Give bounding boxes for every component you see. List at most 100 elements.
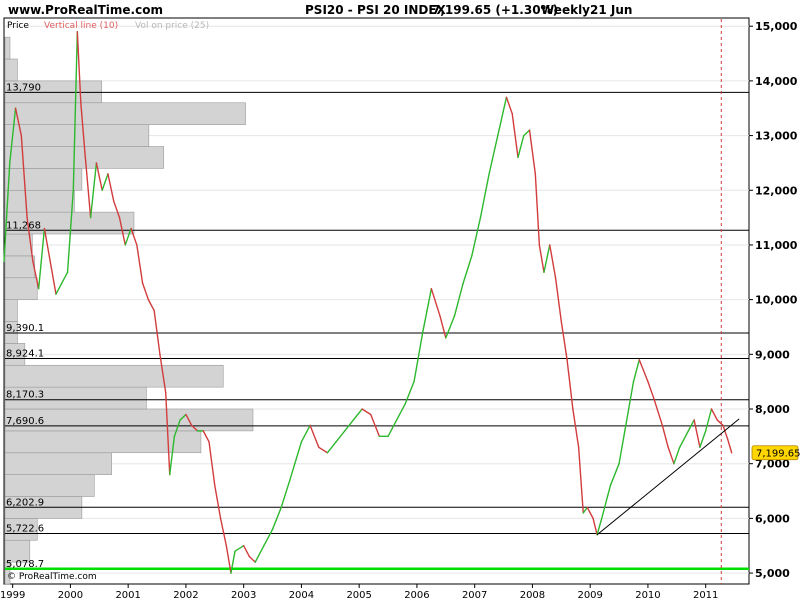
price-segment <box>225 545 232 574</box>
site-name[interactable]: www.ProRealTime.com <box>8 3 163 17</box>
volume-profile-bar <box>4 189 75 213</box>
horizontal-level-label: 13,790 <box>6 82 41 93</box>
x-axis-tick-label: 2007 <box>462 590 487 600</box>
y-axis-tick-label: 5,000 <box>755 567 790 580</box>
price-segment <box>638 359 649 383</box>
y-axis-tick-label: 9,000 <box>755 348 790 361</box>
price-segment <box>352 408 363 421</box>
volume-profile-bar <box>4 58 18 82</box>
volume-profile <box>4 36 254 585</box>
price-segment <box>396 402 407 421</box>
copyright-label: © ProRealTime.com <box>7 572 97 582</box>
last-price-label: 7,199.65 <box>756 448 800 459</box>
y-axis-tick-label: 7,000 <box>755 458 790 471</box>
price-segment <box>300 424 311 443</box>
price-segment <box>462 255 473 284</box>
price-segment <box>471 216 482 257</box>
last-quote: 7,199.65 (+1.30%) <box>432 3 558 17</box>
price-segment <box>609 462 620 487</box>
price-segment <box>101 173 109 191</box>
price-segment <box>673 446 681 465</box>
price-segment <box>534 173 541 246</box>
price-segment <box>169 435 176 476</box>
price-series <box>3 30 733 574</box>
price-segment <box>618 430 626 465</box>
volume-profile-bar <box>4 102 246 125</box>
price-segment <box>263 528 274 547</box>
period-label: Weekly <box>541 3 590 17</box>
x-axis-tick-label: 2011 <box>693 590 718 600</box>
price-segment <box>66 189 75 273</box>
price-segment <box>422 287 433 334</box>
x-axis-tick-label: 2006 <box>404 590 429 600</box>
price-segment <box>185 413 193 427</box>
price-segment <box>26 216 34 263</box>
price-segment <box>370 413 381 438</box>
x-axis-tick-label: 2009 <box>577 590 602 600</box>
x-axis-tick-label: 2004 <box>289 590 314 600</box>
price-segment <box>601 484 612 520</box>
x-axis-tick-label: 2002 <box>173 590 198 600</box>
price-segment <box>289 441 303 481</box>
instrument-title: PSI20 - PSI 20 INDEX <box>305 3 447 17</box>
price-segment <box>439 315 447 339</box>
price-segment <box>95 162 103 191</box>
price-segment <box>179 413 187 421</box>
price-segment <box>505 96 513 115</box>
price-segment <box>687 419 695 432</box>
horizontal-level-label: 7,690.6 <box>6 416 44 427</box>
price-segment <box>254 545 265 563</box>
price-segment <box>3 162 11 263</box>
price-segment <box>667 446 675 465</box>
horizontal-level-label: 9,390.1 <box>6 323 44 334</box>
legend-vertical-line[interactable]: Vertical line (10) <box>44 21 118 31</box>
price-segment <box>76 30 82 104</box>
price-segment <box>14 107 23 137</box>
price-segment <box>344 419 355 432</box>
axes[interactable]: 5,000 6,000 7,000 8,000 9,000 10,000 11,000 12,… <box>0 20 798 600</box>
price-segment <box>624 380 635 432</box>
volume-profile-bar <box>4 299 18 322</box>
price-segment <box>113 200 121 219</box>
price-segment <box>230 550 236 574</box>
price-segment <box>173 419 181 438</box>
y-axis-tick-label: 6,000 <box>755 512 790 525</box>
legend-vol-on-price[interactable]: Vol on price (25) <box>135 21 209 31</box>
last-price-tag <box>751 445 799 461</box>
price-segment <box>430 287 441 317</box>
price-segment <box>497 96 508 137</box>
price-segment <box>582 506 588 514</box>
date-label: 21 Jun <box>590 3 632 17</box>
price-segment <box>242 545 251 558</box>
y-axis-tick-label: 15,000 <box>755 20 798 33</box>
x-axis-tick-label: 1999 <box>0 590 25 600</box>
price-segment <box>404 380 415 405</box>
price-segment <box>43 227 51 263</box>
y-axis-tick-label: 10,000 <box>755 294 798 307</box>
price-segment <box>453 282 464 317</box>
price-segment <box>693 419 701 448</box>
price-segment <box>445 315 456 339</box>
price-segment <box>572 408 580 448</box>
price-segment <box>592 517 598 536</box>
price-segment <box>141 282 150 301</box>
price-segment <box>9 107 17 164</box>
price-segment <box>280 479 291 509</box>
x-axis-tick-label: 2010 <box>635 590 660 600</box>
horizontal-level-label: 11,268 <box>6 220 41 231</box>
volume-profile-bar <box>4 255 36 279</box>
price-segment <box>107 173 115 202</box>
price-segment <box>271 506 282 531</box>
volume-profile-bar <box>4 233 33 257</box>
horizontal-level-label: 5,722.6 <box>6 524 44 535</box>
price-segment <box>653 397 664 427</box>
x-axis-tick-label: 2001 <box>115 590 140 600</box>
volume-profile-bar <box>4 124 150 147</box>
price-segment <box>84 151 92 219</box>
price-segment <box>214 484 222 520</box>
price-segment <box>61 271 69 284</box>
price-segment <box>511 113 519 159</box>
price-segment <box>523 129 531 137</box>
price-segment <box>248 555 256 563</box>
